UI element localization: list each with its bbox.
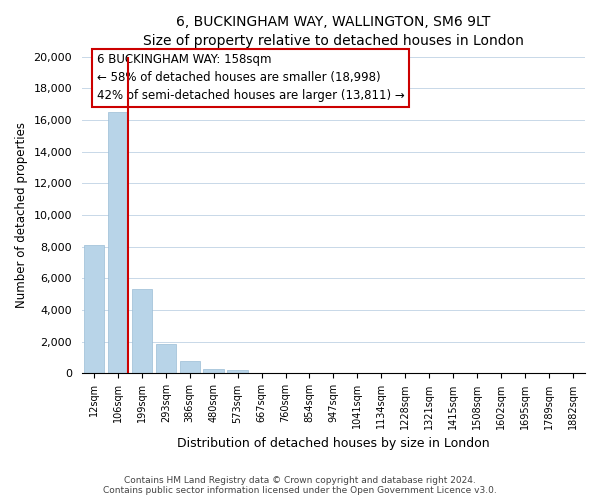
Bar	[179, 361, 200, 374]
Bar	[131, 290, 152, 374]
Text: Contains HM Land Registry data © Crown copyright and database right 2024.
Contai: Contains HM Land Registry data © Crown c…	[103, 476, 497, 495]
Text: 6 BUCKINGHAM WAY: 158sqm
← 58% of detached houses are smaller (18,998)
42% of se: 6 BUCKINGHAM WAY: 158sqm ← 58% of detach…	[97, 54, 405, 102]
Bar	[155, 344, 176, 374]
Bar	[83, 245, 104, 374]
Bar	[227, 370, 248, 374]
Bar	[203, 369, 224, 374]
X-axis label: Distribution of detached houses by size in London: Distribution of detached houses by size …	[177, 437, 490, 450]
Bar	[107, 112, 128, 374]
Y-axis label: Number of detached properties: Number of detached properties	[15, 122, 28, 308]
Title: 6, BUCKINGHAM WAY, WALLINGTON, SM6 9LT
Size of property relative to detached hou: 6, BUCKINGHAM WAY, WALLINGTON, SM6 9LT S…	[143, 15, 524, 48]
